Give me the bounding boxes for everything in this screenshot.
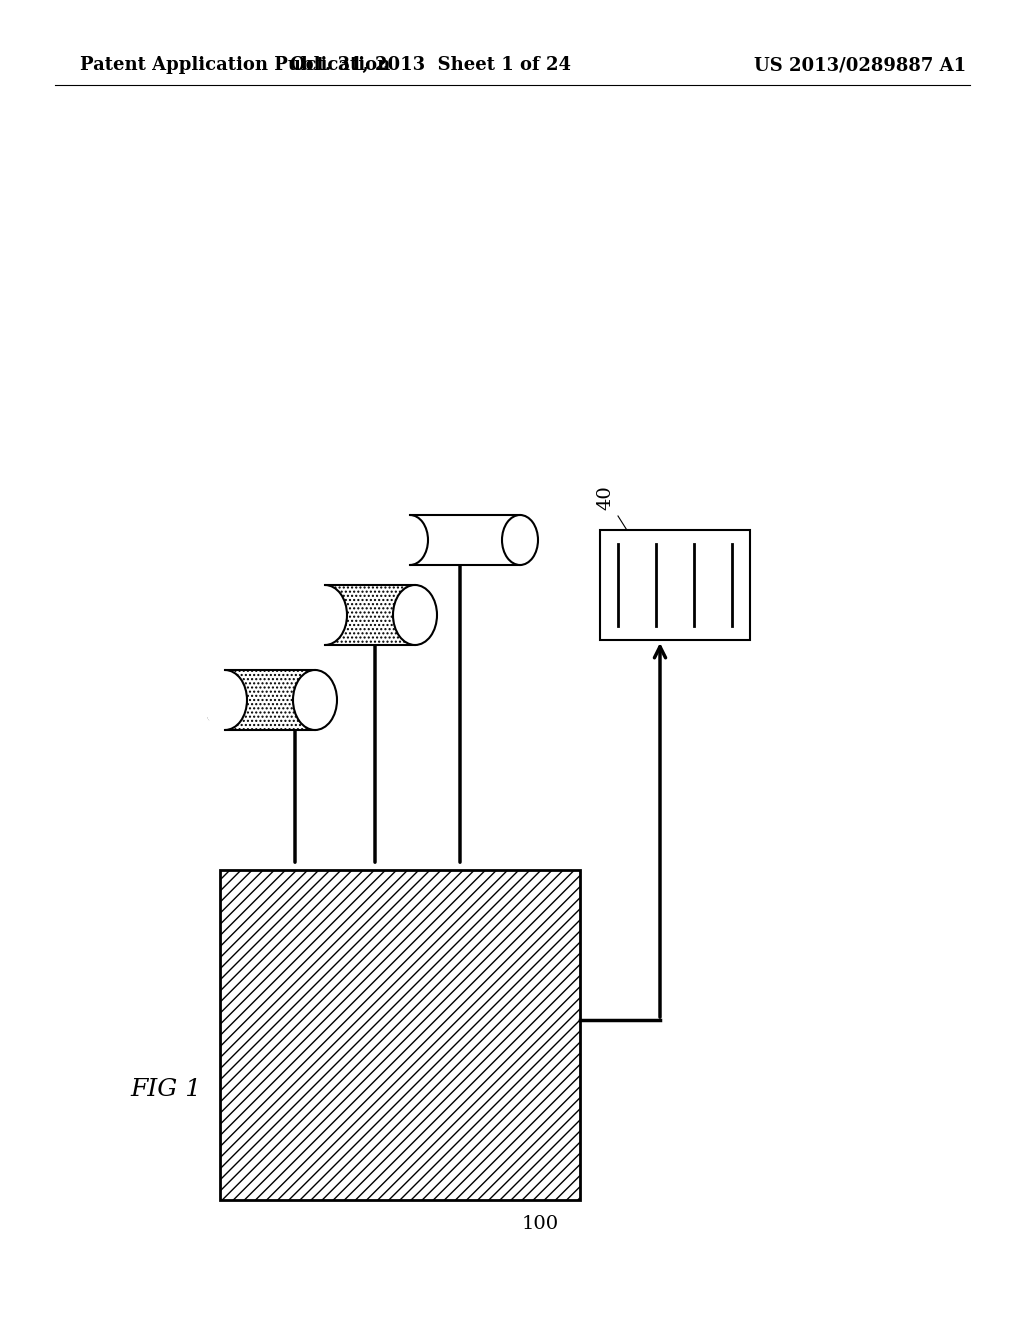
- Ellipse shape: [203, 671, 247, 730]
- Text: FIG 1: FIG 1: [130, 1078, 201, 1101]
- Bar: [325, 585, 415, 645]
- Text: 20: 20: [306, 601, 324, 624]
- Text: 40: 40: [596, 486, 614, 510]
- Ellipse shape: [392, 515, 428, 565]
- Text: Patent Application Publication: Patent Application Publication: [80, 55, 390, 74]
- Text: 30: 30: [399, 515, 417, 540]
- Bar: [410, 515, 520, 565]
- Text: 10: 10: [206, 696, 224, 719]
- Ellipse shape: [393, 585, 437, 645]
- Ellipse shape: [502, 515, 538, 565]
- Text: Oct. 31, 2013  Sheet 1 of 24: Oct. 31, 2013 Sheet 1 of 24: [290, 55, 570, 74]
- Bar: [225, 671, 315, 730]
- Ellipse shape: [293, 671, 337, 730]
- Text: US 2013/0289887 A1: US 2013/0289887 A1: [754, 55, 966, 74]
- Bar: [600, 531, 750, 640]
- Text: 100: 100: [521, 1214, 558, 1233]
- Bar: [220, 870, 580, 1200]
- Ellipse shape: [303, 585, 347, 645]
